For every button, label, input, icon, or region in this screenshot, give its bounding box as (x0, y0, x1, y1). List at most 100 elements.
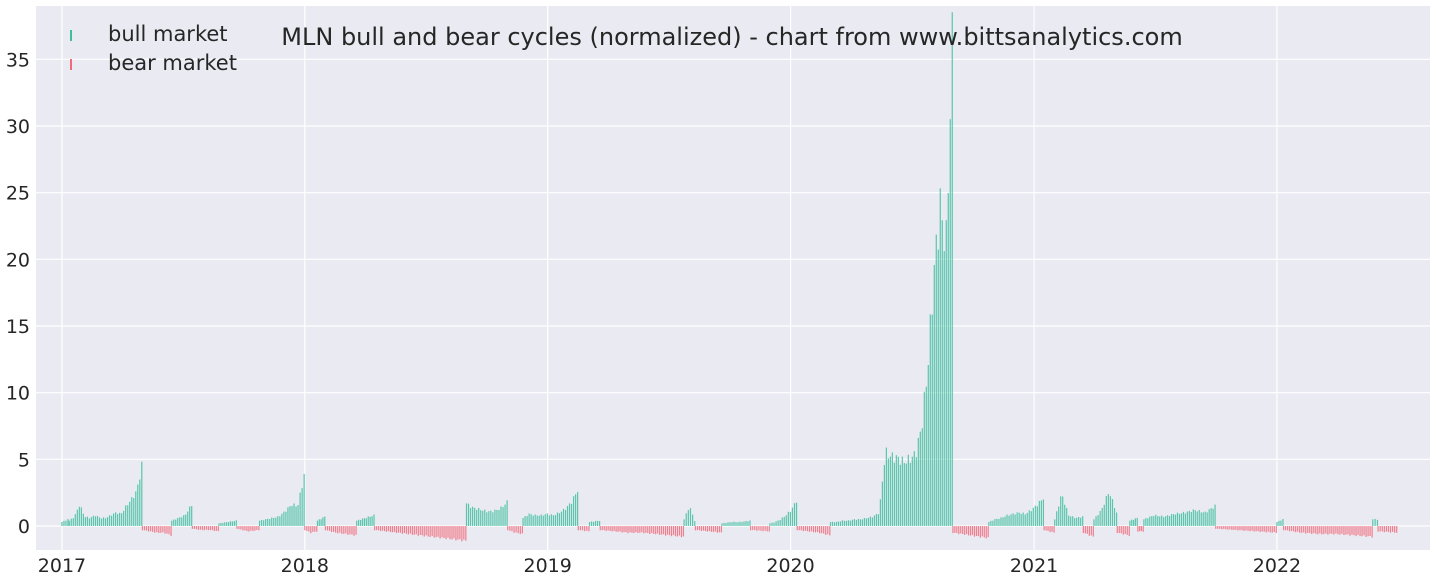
bull-bar (102, 517, 105, 526)
bear-bar (411, 526, 413, 535)
bull-bar (1030, 511, 1032, 526)
bear-bar (629, 526, 631, 533)
bear-bar (1331, 526, 1333, 534)
bear-bar (764, 526, 766, 531)
bull-bar (181, 517, 183, 526)
bull-bar (694, 521, 696, 526)
bear-bar (193, 526, 195, 529)
bull-bar (363, 518, 366, 526)
bear-bar (517, 526, 519, 534)
bear-bar (635, 526, 637, 533)
bull-bar (224, 522, 226, 526)
bull-bar (1002, 517, 1004, 526)
bull-bar (743, 521, 745, 526)
bear-bar (519, 526, 521, 535)
bull-bar (322, 517, 324, 526)
bear-bar (756, 526, 758, 531)
bull-bar (522, 518, 524, 526)
bull-bar (783, 516, 785, 526)
bull-bar (1165, 516, 1167, 526)
bear-bar (156, 526, 158, 533)
bear-bar (1339, 526, 1341, 535)
bull-bar (937, 249, 939, 526)
bear-bar (657, 526, 659, 534)
bull-bar (474, 507, 476, 526)
bull-bar (82, 513, 84, 526)
bear-bar (431, 526, 433, 536)
bear-bar (1285, 526, 1287, 531)
bear-bar (316, 526, 318, 532)
bear-bar (1142, 526, 1144, 532)
bull-bar (1080, 517, 1082, 526)
bear-bar (1257, 526, 1259, 532)
legend-label-bull: bull market (108, 22, 228, 46)
bear-bar (981, 526, 983, 537)
bull-bar (1072, 516, 1074, 526)
bull-bar (492, 512, 494, 526)
bear-bar (983, 526, 985, 538)
bull-bar (596, 520, 599, 526)
bull-bar (504, 504, 506, 526)
bull-bar (189, 506, 191, 526)
bull-bar (769, 523, 771, 526)
bear-bar (511, 526, 513, 532)
bear-bar (238, 526, 240, 530)
bull-bar (1176, 512, 1179, 526)
bull-bar (1093, 519, 1095, 526)
bull-bar (591, 521, 593, 526)
bull-bar (260, 519, 263, 526)
bull-bar (737, 522, 739, 526)
bear-bar (762, 526, 764, 532)
bull-bar (548, 515, 550, 526)
bear-bar (393, 526, 396, 532)
bull-bar (320, 519, 322, 526)
bull-bar (265, 519, 267, 526)
bull-bar (1372, 519, 1374, 526)
bull-bar (1194, 510, 1196, 526)
bear-bar (443, 526, 445, 538)
bear-bar (607, 526, 609, 531)
bull-bar (76, 509, 78, 526)
bear-bar (191, 526, 193, 529)
y-tick-label: 15 (6, 316, 30, 338)
bull-bar (534, 514, 536, 526)
y-tick-label: 20 (6, 249, 30, 271)
bull-bar (889, 456, 891, 526)
bull-bar (554, 515, 557, 526)
bear-bar (1239, 526, 1241, 531)
bull-bar (538, 515, 540, 526)
bull-bar (67, 519, 69, 526)
bull-bar (544, 514, 546, 526)
bear-bar (349, 526, 351, 535)
bear-bar (1319, 526, 1321, 534)
bull-bar (127, 505, 129, 526)
bear-bar (387, 526, 390, 532)
x-tick-label: 2019 (524, 555, 572, 577)
bear-bar (814, 526, 817, 533)
bear-bar (201, 526, 203, 530)
bear-bar (507, 526, 509, 531)
bear-bar (1086, 526, 1088, 534)
bull-bar (86, 516, 89, 526)
bull-bar (465, 503, 468, 526)
bull-bar (1190, 512, 1192, 526)
bear-bar (668, 526, 671, 536)
bull-bar (494, 509, 496, 526)
bull-bar (129, 501, 131, 526)
bull-bar (1143, 519, 1145, 526)
bear-bar (954, 526, 956, 533)
bull-bar (1161, 515, 1163, 526)
bear-bar (166, 526, 168, 534)
bull-bar (1132, 519, 1135, 526)
bear-bar (1271, 526, 1273, 533)
bull-bar (220, 522, 222, 526)
bull-bar (564, 509, 567, 526)
bull-bar (373, 514, 375, 526)
bull-bar (490, 510, 492, 526)
bear-bar (758, 526, 760, 531)
bear-bar (1219, 526, 1221, 529)
bear-bar (661, 526, 663, 535)
bull-bar (901, 456, 903, 526)
bear-bar (1297, 526, 1299, 532)
bear-bar (162, 526, 164, 533)
